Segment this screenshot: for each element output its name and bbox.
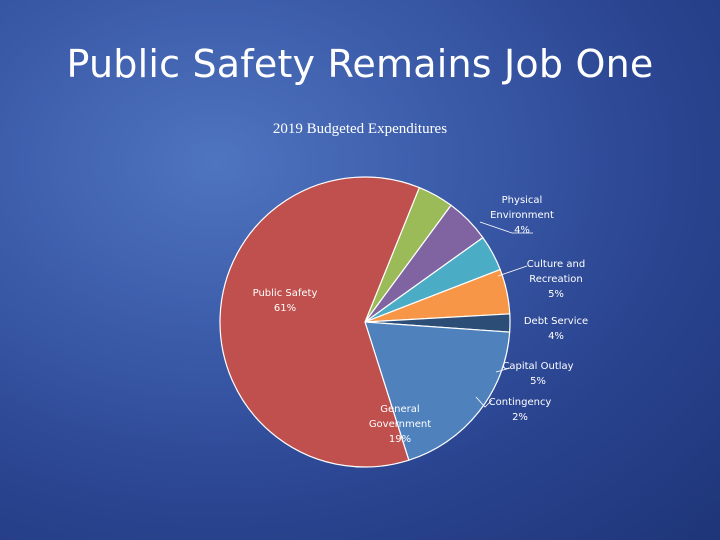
data-label-public-safety: Public Safety 61% xyxy=(253,288,318,314)
data-label-capital-outlay: Capital Outlay 5% xyxy=(502,361,573,387)
data-label-contingency: Contingency 2% xyxy=(489,397,552,423)
leader-line-physical xyxy=(479,221,533,234)
data-label-culture-and: Culture and Recreation 5% xyxy=(527,259,585,300)
leader-line-culture-and xyxy=(497,265,528,277)
chart-title: 2019 Budgeted Expenditures xyxy=(272,121,448,137)
pie-slice-public-safety xyxy=(219,176,420,468)
data-label-debt-service: Debt Service 4% xyxy=(524,316,588,342)
leader-line-contingency xyxy=(475,396,493,408)
data-label-physical: Physical Environment 4% xyxy=(490,195,554,236)
slide-title: Public Safety Remains Job One xyxy=(66,42,654,86)
leader-line-capital-outlay xyxy=(495,367,511,373)
pie-slice-general xyxy=(364,321,511,461)
data-label-general: General Government 19% xyxy=(369,404,431,445)
